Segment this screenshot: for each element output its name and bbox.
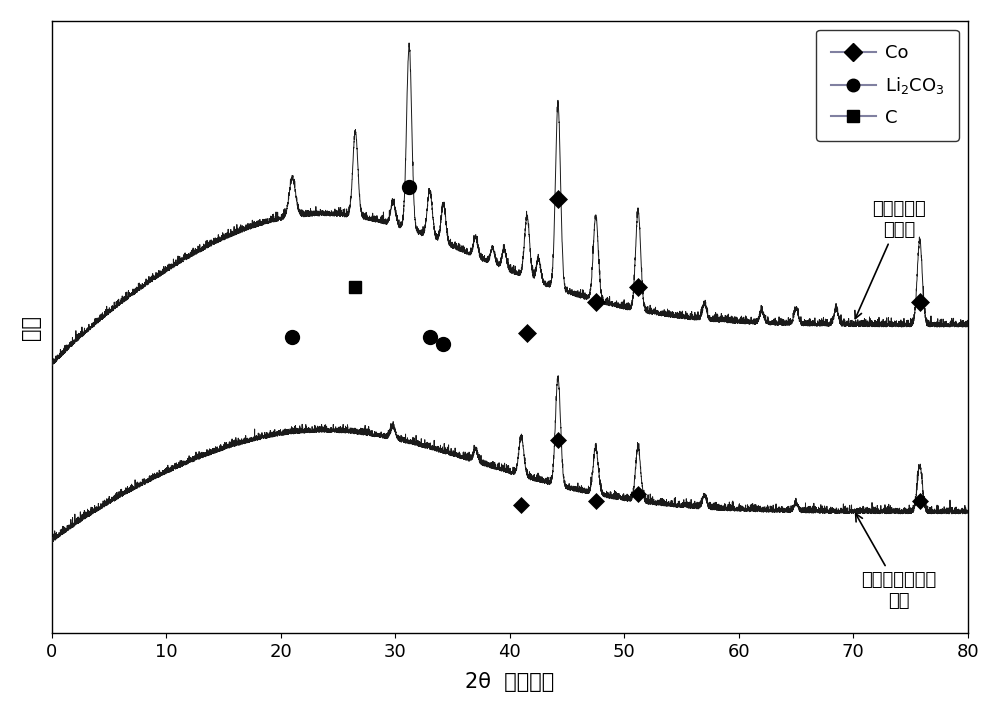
- Text: 焋烧后固体
混合物: 焋烧后固体 混合物: [855, 200, 926, 319]
- Legend: Co, Li$_2$CO$_3$, C: Co, Li$_2$CO$_3$, C: [816, 30, 959, 141]
- Text: 湿式磁选精矿口
排料: 湿式磁选精矿口 排料: [856, 514, 937, 610]
- X-axis label: 2θ  （角度）: 2θ （角度）: [465, 672, 555, 692]
- Y-axis label: 强度: 强度: [21, 314, 41, 339]
